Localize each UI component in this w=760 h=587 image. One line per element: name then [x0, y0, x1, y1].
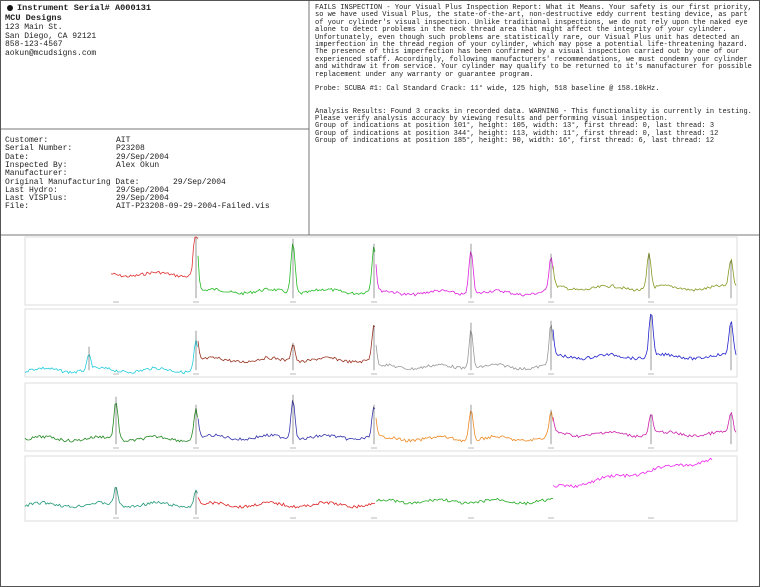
logo [7, 5, 13, 11]
probe-line: Probe: SCUBA #1: Cal Standard Crack: 11°… [315, 85, 660, 94]
field-value: AIT [116, 136, 131, 145]
signal-trace [375, 324, 554, 371]
address-line: San Diego, CA 92121 [5, 31, 97, 41]
field-label: File: [5, 202, 30, 212]
signal-trace [24, 487, 198, 509]
signal-trace [552, 252, 737, 292]
summary-line: of your cylinder's visual inspection. Un… [315, 18, 748, 27]
signal-trace [197, 400, 376, 441]
plot-frame [24, 455, 738, 522]
report-text: FAILS INSPECTION - Your Visual Plus Insp… [315, 4, 752, 146]
signal-trace [375, 497, 554, 506]
field-label: Date: [5, 152, 30, 162]
signal-trace [197, 243, 376, 296]
field-label: Customer: [5, 136, 49, 145]
signal-trace [197, 324, 376, 364]
field-value: P23208 [116, 144, 145, 154]
signal-trace [552, 457, 713, 489]
field-value: 29/Sep/2004 [173, 177, 226, 187]
signal-trace [375, 251, 554, 297]
summary-line: FAILS INSPECTION - Your Visual Plus Insp… [315, 4, 752, 12]
summary-line: The presence of this imperfection has be… [315, 48, 740, 57]
address-line: 123 Main St. [5, 23, 63, 32]
field-label: Inspected By: [5, 160, 68, 170]
signal-trace [24, 340, 198, 375]
address-line: 858-123-4567 [5, 40, 63, 50]
signal-trace [552, 313, 737, 361]
signal-trace [552, 411, 737, 439]
summary-line: and withdraw it from service. Your cylin… [315, 63, 752, 72]
signal-trace [197, 497, 376, 509]
title: Instrument Serial# A000131 [17, 3, 152, 13]
plot-frame [24, 236, 738, 306]
summary-line: experienced staff. Accordingly, followin… [315, 55, 748, 64]
fields: Customer: AIT Serial Number: P23208 Date: 29/… [5, 136, 305, 227]
summary-line: replacement under any warranty or guaran… [315, 70, 534, 79]
company: MCU Designs [5, 13, 62, 23]
field-label: Original Manufacturing Date: [5, 177, 140, 187]
address-line: aokun@mcudsigns.com [5, 48, 97, 58]
field-value: AIT-P23208-09-29-2004-Failed.vis [116, 202, 270, 212]
analysis-line: Analysis Results: Found 3 cracks in reco… [315, 107, 752, 116]
analysis-line: Group of indications at position 101°, h… [315, 122, 715, 131]
signal-trace [24, 403, 198, 443]
summary-line: alone to detect problems in the neck thr… [315, 26, 727, 35]
signal-trace [110, 236, 199, 278]
analysis-line: Group of indications at position 344°, h… [315, 129, 719, 138]
field-value: 29/Sep/2004 [116, 194, 169, 204]
summary-line: imperfection in the thread region of you… [315, 41, 748, 50]
signal-trace [375, 410, 554, 443]
plot-frame [24, 382, 738, 452]
trace-plots [24, 236, 738, 522]
field-label: Last VISPlus: [5, 194, 68, 204]
address: 123 Main St. San Diego, CA 92121 858-123-4… [5, 23, 97, 58]
field-value: Alex Okun [116, 160, 160, 170]
summary-line: so we have used Visual Plus, the state-o… [315, 11, 748, 20]
field-label: Manufacturer: [5, 169, 68, 179]
field-value: 29/Sep/2004 [116, 185, 169, 195]
plot-frame [24, 308, 738, 378]
analysis-line: Group of indications at position 185°, h… [315, 137, 715, 146]
summary-line: Unfortunately, even though such problems… [315, 33, 740, 42]
analysis-line: Please verify analysis accuracy by viewi… [315, 115, 668, 124]
field-label: Last Hydro: [5, 185, 58, 195]
field-value: 29/Sep/2004 [116, 152, 169, 162]
field-label: Serial Number: [5, 144, 73, 154]
